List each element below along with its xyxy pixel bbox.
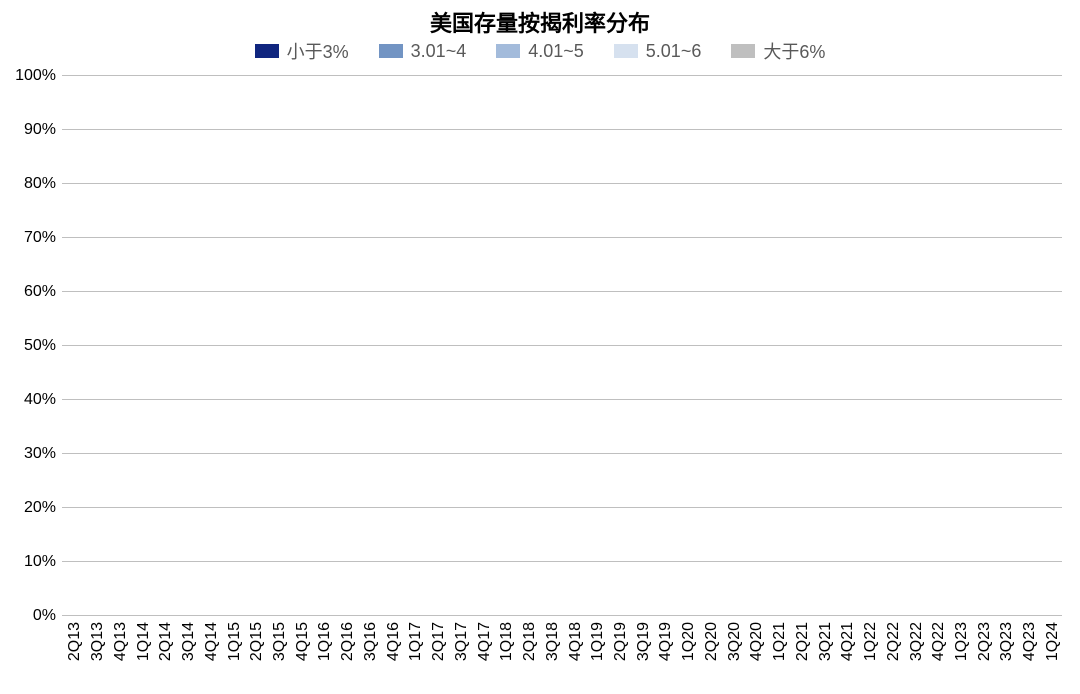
legend-swatch	[614, 44, 638, 58]
x-tick-label: 1Q18	[494, 616, 516, 661]
y-tick-label: 50%	[24, 337, 62, 355]
legend-label: 4.01~5	[528, 41, 584, 62]
legend-label: 小于3%	[287, 38, 349, 64]
x-tick-label: 4Q22	[926, 616, 948, 661]
x-tick-label: 4Q16	[381, 616, 403, 661]
x-tick-label: 1Q24	[1040, 616, 1062, 661]
x-tick-label: 2Q20	[699, 616, 721, 661]
x-tick-label: 1Q22	[858, 616, 880, 661]
y-tick-label: 20%	[24, 499, 62, 517]
x-tick-label: 3Q17	[449, 616, 471, 661]
x-tick-label: 3Q23	[994, 616, 1016, 661]
x-tick-label: 3Q21	[813, 616, 835, 661]
x-tick-label: 3Q22	[904, 616, 926, 661]
y-tick-label: 90%	[24, 121, 62, 139]
x-tick-label: 3Q13	[85, 616, 107, 661]
legend-swatch	[496, 44, 520, 58]
x-tick-label: 2Q18	[517, 616, 539, 661]
legend: 小于3% 3.01~4 4.01~5 5.01~6 大于6%	[0, 38, 1080, 64]
x-tick-label: 4Q19	[653, 616, 675, 661]
y-tick-label: 100%	[15, 67, 62, 85]
x-tick-label: 1Q17	[403, 616, 425, 661]
x-tick-label: 2Q22	[881, 616, 903, 661]
x-tick-label: 1Q23	[949, 616, 971, 661]
legend-item: 3.01~4	[379, 38, 467, 64]
x-tick-label: 4Q13	[108, 616, 130, 661]
y-tick-label: 30%	[24, 445, 62, 463]
legend-swatch	[379, 44, 403, 58]
legend-item: 5.01~6	[614, 38, 702, 64]
y-tick-label: 40%	[24, 391, 62, 409]
grid-line	[62, 615, 1062, 616]
x-tick-label: 3Q18	[540, 616, 562, 661]
x-tick-label: 3Q19	[631, 616, 653, 661]
plot-area: 2Q133Q134Q131Q142Q143Q144Q141Q152Q153Q15…	[62, 76, 1062, 616]
grid-line	[62, 129, 1062, 130]
x-tick-label: 4Q17	[472, 616, 494, 661]
grid-line	[62, 183, 1062, 184]
x-tick-label: 1Q21	[767, 616, 789, 661]
x-tick-label: 4Q18	[563, 616, 585, 661]
y-tick-label: 60%	[24, 283, 62, 301]
y-tick-label: 80%	[24, 175, 62, 193]
x-tick-label: 1Q14	[131, 616, 153, 661]
chart-container: 美国存量按揭利率分布 小于3% 3.01~4 4.01~5 5.01~6 大于6% 2Q…	[0, 0, 1080, 694]
x-tick-label: 4Q23	[1017, 616, 1039, 661]
y-tick-label: 0%	[33, 607, 62, 625]
legend-label: 3.01~4	[411, 41, 467, 62]
x-tick-label: 2Q13	[62, 616, 84, 661]
bars-container: 2Q133Q134Q131Q142Q143Q144Q141Q152Q153Q15…	[62, 76, 1062, 616]
grid-line	[62, 399, 1062, 400]
x-tick-label: 2Q15	[244, 616, 266, 661]
x-tick-label: 2Q14	[153, 616, 175, 661]
x-tick-label: 1Q20	[676, 616, 698, 661]
y-tick-label: 10%	[24, 553, 62, 571]
legend-label: 5.01~6	[646, 41, 702, 62]
legend-item: 小于3%	[255, 38, 349, 64]
x-tick-label: 1Q15	[222, 616, 244, 661]
grid-line	[62, 291, 1062, 292]
x-tick-label: 3Q15	[267, 616, 289, 661]
x-tick-label: 4Q20	[744, 616, 766, 661]
x-tick-label: 1Q19	[585, 616, 607, 661]
x-tick-label: 3Q20	[722, 616, 744, 661]
grid-line	[62, 345, 1062, 346]
grid-line	[62, 453, 1062, 454]
grid-line	[62, 507, 1062, 508]
grid-line	[62, 561, 1062, 562]
x-tick-label: 4Q21	[835, 616, 857, 661]
x-tick-label: 4Q14	[199, 616, 221, 661]
x-tick-label: 2Q21	[790, 616, 812, 661]
x-tick-label: 2Q16	[335, 616, 357, 661]
x-tick-label: 2Q19	[608, 616, 630, 661]
x-tick-label: 4Q15	[290, 616, 312, 661]
y-tick-label: 70%	[24, 229, 62, 247]
x-tick-label: 2Q23	[972, 616, 994, 661]
x-tick-label: 3Q14	[176, 616, 198, 661]
grid-line	[62, 75, 1062, 76]
chart-title: 美国存量按揭利率分布	[0, 6, 1080, 38]
legend-swatch	[731, 44, 755, 58]
legend-swatch	[255, 44, 279, 58]
grid-line	[62, 237, 1062, 238]
x-tick-label: 1Q16	[312, 616, 334, 661]
x-tick-label: 2Q17	[426, 616, 448, 661]
x-tick-label: 3Q16	[358, 616, 380, 661]
legend-label: 大于6%	[763, 38, 825, 64]
legend-item: 大于6%	[731, 38, 825, 64]
legend-item: 4.01~5	[496, 38, 584, 64]
